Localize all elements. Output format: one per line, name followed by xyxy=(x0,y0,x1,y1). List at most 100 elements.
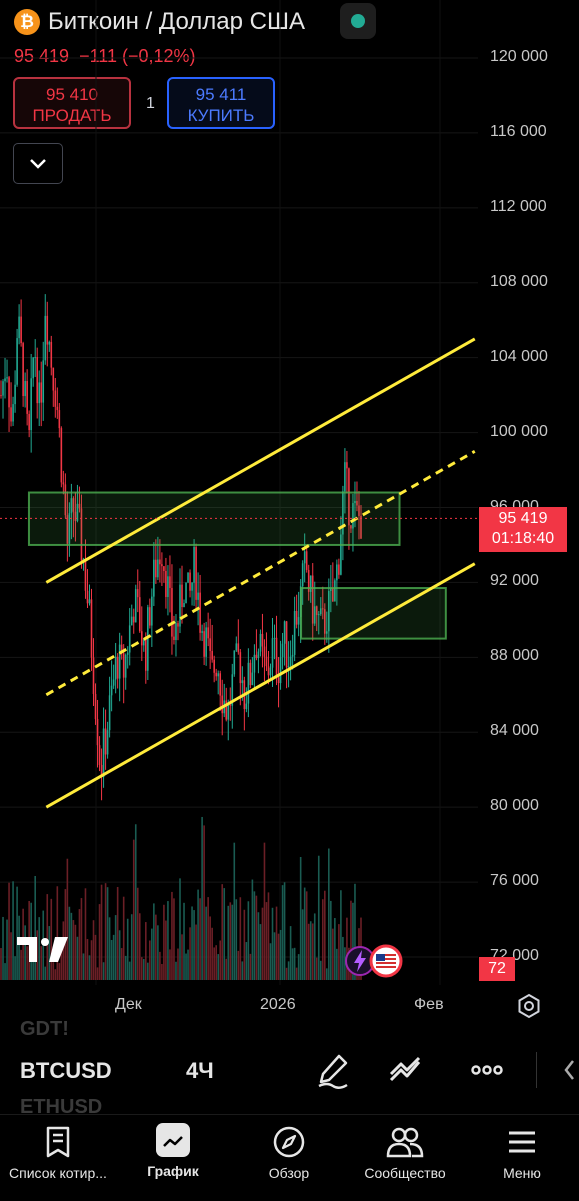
volume-bar xyxy=(293,947,296,980)
volume-bar xyxy=(271,907,274,980)
candle-body xyxy=(241,680,244,684)
interval-selector[interactable]: 4Ч xyxy=(186,1058,214,1083)
candle-body xyxy=(140,631,143,646)
candle-body xyxy=(38,382,41,404)
candle-body xyxy=(70,498,73,514)
sell-button[interactable]: 95 410 ПРОДАТЬ xyxy=(13,77,131,129)
volume-bar xyxy=(275,906,278,980)
x-tick-dec: Дек xyxy=(115,996,142,1013)
volume-bar xyxy=(326,968,328,980)
volume-bar xyxy=(92,920,95,980)
candle-body xyxy=(46,315,49,345)
volume-bar xyxy=(136,887,139,980)
volume-bar xyxy=(173,898,175,980)
nav-menu[interactable]: Меню xyxy=(467,1115,577,1181)
volume-bar xyxy=(116,886,119,980)
volume-bar xyxy=(106,887,109,980)
candle-body xyxy=(233,650,236,675)
nav-label-chart: График xyxy=(147,1163,199,1179)
candle-body xyxy=(80,508,83,561)
candle-body xyxy=(128,625,131,653)
candle-body xyxy=(32,357,34,379)
volume-bar xyxy=(215,945,217,980)
candle-body xyxy=(112,679,115,686)
candle-body xyxy=(106,730,109,755)
volume-bar xyxy=(26,946,28,980)
volume-bar xyxy=(183,902,185,980)
more-icon[interactable] xyxy=(467,1050,507,1090)
pen-icon[interactable] xyxy=(313,1050,353,1090)
volume-bar xyxy=(58,963,61,980)
symbol-title[interactable]: Биткоин / Доллар США xyxy=(48,8,305,35)
candle-body xyxy=(295,610,298,625)
volume-bar xyxy=(157,925,159,980)
candle-body xyxy=(203,631,205,657)
volume-bar xyxy=(66,858,69,980)
volume-bar xyxy=(20,949,22,980)
candle-body xyxy=(251,672,254,686)
resistance-zone xyxy=(27,491,401,546)
volume-bar xyxy=(181,934,183,980)
lightning-event-icon[interactable] xyxy=(344,945,376,977)
candle-body xyxy=(303,551,306,564)
tradingview-logo-icon xyxy=(17,937,68,962)
trend-line-icon[interactable] xyxy=(385,1050,425,1090)
buy-button[interactable]: 95 411 КУПИТЬ xyxy=(167,77,275,129)
volume-bar xyxy=(307,923,310,980)
volume-bar xyxy=(303,887,306,980)
volume-bar xyxy=(112,934,115,980)
quantity[interactable]: 1 xyxy=(146,95,155,112)
candle-body xyxy=(54,390,57,407)
market-status-button[interactable] xyxy=(340,3,376,39)
current-price-label: 95 419 01:18:40 xyxy=(479,507,567,552)
candle-body xyxy=(189,572,191,591)
volume-bar xyxy=(213,947,215,980)
volume-bar xyxy=(14,956,16,980)
candle-body xyxy=(169,576,171,588)
candle-body xyxy=(360,516,362,539)
candle-body xyxy=(229,704,232,706)
candle-body xyxy=(86,590,89,604)
expand-button[interactable] xyxy=(13,143,63,184)
us-flag-event-icon[interactable] xyxy=(369,944,403,978)
candle-body xyxy=(28,413,30,431)
volume-bar xyxy=(239,897,242,980)
volume-bar xyxy=(177,948,179,980)
candle-body xyxy=(285,621,288,668)
candle-body xyxy=(102,728,105,778)
candle-body xyxy=(356,500,358,506)
candle-body xyxy=(326,631,328,634)
ghost-symbol-below: ETHUSD xyxy=(20,1096,103,1118)
nav-explore[interactable]: Обзор xyxy=(234,1115,344,1181)
volume-bar xyxy=(110,939,113,980)
candle-body xyxy=(26,381,28,414)
volume-bar xyxy=(10,932,12,980)
candle-body xyxy=(90,599,93,658)
chart-nav-icon xyxy=(156,1123,190,1157)
x-tick-feb: Фев xyxy=(414,996,444,1013)
volume-bar xyxy=(100,884,103,980)
candle-body xyxy=(358,505,360,517)
volume-bar xyxy=(332,928,334,980)
watchlist-icon xyxy=(46,1126,70,1158)
volume-bar xyxy=(140,957,143,980)
volume-bar xyxy=(72,920,75,980)
candle-body xyxy=(155,559,157,578)
candle-body xyxy=(6,377,8,379)
candle-body xyxy=(215,672,217,677)
volume-bar xyxy=(46,894,49,980)
volume-bar xyxy=(74,924,77,980)
symbol-selector[interactable]: BTCUSD xyxy=(20,1058,112,1083)
volume-bar xyxy=(88,955,91,980)
candle-body xyxy=(4,378,6,382)
chevron-left-icon[interactable] xyxy=(563,1058,575,1082)
nav-watchlist[interactable]: Список котир... xyxy=(3,1115,113,1181)
candle-body xyxy=(291,654,294,657)
nav-community[interactable]: Сообщество xyxy=(350,1115,460,1181)
candle-body xyxy=(159,559,161,565)
price-chart[interactable] xyxy=(0,0,579,990)
nav-chart[interactable]: График xyxy=(118,1115,228,1179)
candle-body xyxy=(346,462,348,469)
chart-settings-icon[interactable] xyxy=(515,992,543,1020)
volume-bar xyxy=(289,926,292,980)
